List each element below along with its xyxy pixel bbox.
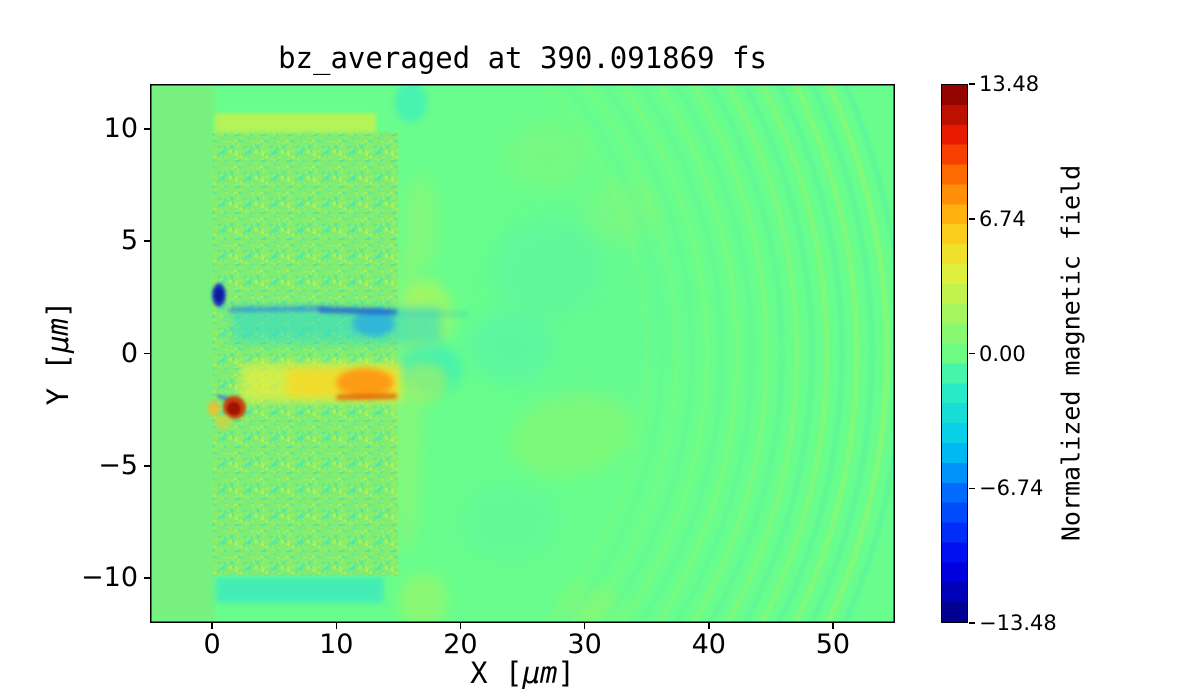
laser-ripple-arc [542, 84, 650, 623]
field-feature [559, 584, 622, 623]
y-tick-label: 10 [103, 112, 138, 144]
field-feature [150, 84, 215, 623]
x-tick-label: 10 [319, 629, 354, 660]
y-tick-label: −5 [98, 449, 138, 481]
y-tick-label: 0 [120, 337, 138, 369]
colorbar-tick-label: −13.48 [979, 611, 1057, 635]
field-feature [336, 368, 394, 398]
y-tick-mark [144, 128, 150, 130]
laser-ripple-arc [619, 84, 710, 623]
field-feature [392, 311, 469, 317]
y-axis-label-mu: μm [41, 318, 75, 353]
colorbar-label: Normalized magnetic field [1056, 164, 1086, 542]
y-tick-mark [144, 240, 150, 242]
x-axis-label-close: ] [557, 656, 575, 690]
x-axis-label-mu: μm [522, 656, 558, 690]
y-tick-label: 5 [120, 225, 138, 257]
y-tick-mark [144, 352, 150, 355]
x-tick-label: 30 [567, 629, 602, 660]
field-feature [398, 573, 448, 623]
field-feature [215, 576, 384, 603]
field-feature [466, 310, 554, 383]
target-speckle-region [212, 131, 399, 576]
y-axis-label-close: ] [41, 300, 75, 319]
colorbar-tick-mark [968, 352, 975, 355]
plot-title: bz_averaged at 390.091869 fs [278, 41, 767, 75]
x-tick-mark [335, 623, 337, 629]
colorbar [941, 84, 968, 623]
laser-ripple-arc [655, 84, 740, 623]
x-tick-mark [708, 623, 710, 629]
y-tick-mark [144, 577, 150, 579]
field-feature [336, 393, 398, 400]
heatmap-features [150, 84, 895, 623]
field-feature [584, 180, 660, 244]
y-axis-label-text: Y [ [41, 353, 75, 406]
colorbar-tick-label: −6.74 [979, 476, 1044, 501]
field-feature [460, 481, 560, 563]
field-feature [352, 309, 395, 337]
x-tick-label: 40 [691, 629, 726, 660]
field-feature [318, 306, 398, 315]
y-tick-mark [144, 465, 150, 467]
field-feature [404, 173, 437, 273]
field-feature [228, 306, 324, 313]
field-feature [403, 362, 448, 403]
laser-ripple-arc [742, 84, 814, 623]
field-feature [227, 401, 241, 416]
x-tick-mark [459, 623, 462, 629]
laser-ripple-arc [600, 84, 695, 623]
colorbar-tick-label: 13.48 [979, 72, 1040, 96]
field-feature [214, 113, 376, 133]
x-axis-label: X [μm] [150, 656, 895, 690]
x-tick-mark [211, 623, 213, 629]
field-feature [207, 400, 221, 417]
colorbar-tick-label: 0.00 [979, 341, 1026, 366]
field-feature [230, 307, 442, 344]
x-tick-label: 0 [203, 629, 221, 660]
colorbar-tick-mark [968, 218, 975, 220]
x-axis-label-text: X [ [470, 656, 523, 690]
field-feature [397, 342, 462, 397]
y-axis-label: Y [μm] [41, 301, 75, 406]
y-tick-label: −10 [81, 562, 138, 594]
x-tick-mark [583, 623, 586, 629]
laser-ripple-arc [792, 84, 859, 623]
laser-ripple-arc [707, 84, 785, 623]
laser-ripple-arc [673, 84, 755, 623]
x-tick-mark [832, 623, 834, 629]
field-feature [491, 218, 604, 318]
colorbar-tick-mark [968, 83, 975, 85]
field-feature [215, 415, 231, 429]
laser-ripple-arc [776, 84, 844, 623]
plot-frame [150, 84, 895, 623]
laser-ripple-arc [809, 84, 874, 623]
x-tick-label: 20 [443, 629, 478, 660]
heatmap-plot-area [150, 84, 895, 623]
colorbar-tick-mark [968, 487, 975, 489]
heatmap-canvas [150, 84, 895, 623]
field-feature [510, 392, 634, 476]
field-feature [485, 196, 684, 421]
field-feature [215, 287, 223, 302]
laser-ripple-arc [725, 84, 799, 623]
x-tick-label: 50 [815, 629, 851, 660]
laser-ripple-arc [581, 84, 680, 623]
field-feature [394, 84, 427, 123]
laser-ripple-arc [690, 84, 770, 623]
laser-ripple-arc [637, 84, 725, 623]
colorbar-tick-mark [968, 622, 975, 624]
laser-ripple-arc [759, 84, 829, 623]
colorbar-tick-label: 6.74 [979, 206, 1026, 231]
field-feature [503, 122, 591, 190]
laser-ripple-arc [825, 84, 889, 623]
laser-ripple-arc [562, 84, 665, 623]
